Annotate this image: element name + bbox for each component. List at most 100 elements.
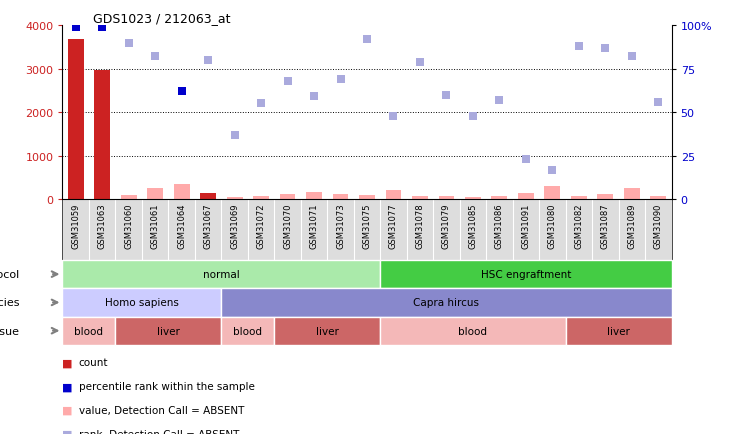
Text: GSM31085: GSM31085 <box>468 203 477 248</box>
Point <box>255 101 267 108</box>
Bar <box>465 197 481 200</box>
Text: GSM31082: GSM31082 <box>575 203 584 248</box>
Text: GSM31079: GSM31079 <box>442 203 451 248</box>
Text: GSM31077: GSM31077 <box>389 203 398 248</box>
Text: GSM31086: GSM31086 <box>495 203 504 248</box>
Text: GSM31089: GSM31089 <box>628 203 636 248</box>
Bar <box>380 260 672 289</box>
Point <box>123 40 134 47</box>
Bar <box>174 184 189 200</box>
Bar <box>115 317 222 345</box>
Text: blood: blood <box>74 326 103 336</box>
Point <box>361 36 373 43</box>
Bar <box>222 317 275 345</box>
Point <box>520 156 532 163</box>
Point <box>573 43 585 50</box>
Text: GSM31073: GSM31073 <box>336 203 345 248</box>
Bar <box>359 196 375 200</box>
Text: GSM31087: GSM31087 <box>601 203 610 248</box>
Bar <box>518 194 534 200</box>
Text: value, Detection Call = ABSENT: value, Detection Call = ABSENT <box>79 405 244 415</box>
Text: species: species <box>0 298 20 308</box>
Text: GSM31061: GSM31061 <box>150 203 159 248</box>
Text: tissue: tissue <box>0 326 20 336</box>
Point <box>149 54 161 61</box>
Point <box>653 99 664 106</box>
Text: GSM31078: GSM31078 <box>415 203 424 248</box>
Bar <box>306 193 322 200</box>
Point <box>388 113 399 120</box>
Text: GSM31064: GSM31064 <box>177 203 186 248</box>
Text: ■: ■ <box>62 381 73 391</box>
Point <box>440 92 452 99</box>
Point <box>202 57 214 64</box>
Text: blood: blood <box>233 326 262 336</box>
Text: GSM31091: GSM31091 <box>521 203 531 248</box>
Text: rank, Detection Call = ABSENT: rank, Detection Call = ABSENT <box>79 429 239 434</box>
Bar <box>253 196 269 200</box>
Point <box>229 132 241 139</box>
Bar <box>650 196 666 200</box>
Point <box>335 76 346 83</box>
Text: GSM31067: GSM31067 <box>203 203 213 248</box>
Text: Capra hircus: Capra hircus <box>413 298 479 308</box>
Point <box>493 97 505 104</box>
Bar <box>412 196 428 200</box>
Bar <box>94 71 110 200</box>
Bar <box>333 195 349 200</box>
Text: GSM31080: GSM31080 <box>548 203 557 248</box>
Bar <box>275 317 380 345</box>
Point <box>175 89 187 95</box>
Text: normal: normal <box>203 270 240 279</box>
Text: count: count <box>79 358 108 367</box>
Bar <box>147 189 163 200</box>
Text: Homo sapiens: Homo sapiens <box>105 298 179 308</box>
Text: HSC engraftment: HSC engraftment <box>481 270 571 279</box>
Bar <box>545 186 560 200</box>
Point <box>467 113 479 120</box>
Bar <box>200 194 216 200</box>
Text: GSM31070: GSM31070 <box>283 203 292 248</box>
Bar <box>566 317 672 345</box>
Bar <box>120 195 137 200</box>
Text: liver: liver <box>316 326 338 336</box>
Text: GSM31063: GSM31063 <box>98 203 106 248</box>
Bar <box>385 190 401 200</box>
Text: ■: ■ <box>62 358 73 367</box>
Bar <box>492 197 507 200</box>
Point <box>626 54 638 61</box>
Text: ■: ■ <box>62 429 73 434</box>
Bar <box>380 317 566 345</box>
Bar <box>222 289 672 317</box>
Point <box>414 59 426 66</box>
Text: protocol: protocol <box>0 270 20 279</box>
Bar <box>227 197 242 200</box>
Point <box>96 24 108 31</box>
Text: ■: ■ <box>62 405 73 415</box>
Text: liver: liver <box>157 326 180 336</box>
Point <box>70 24 81 31</box>
Text: liver: liver <box>607 326 630 336</box>
Bar <box>280 194 296 200</box>
Text: GSM31090: GSM31090 <box>654 203 663 248</box>
Text: GDS1023 / 212063_at: GDS1023 / 212063_at <box>92 12 230 25</box>
Bar <box>62 317 115 345</box>
Text: percentile rank within the sample: percentile rank within the sample <box>79 381 255 391</box>
Bar <box>597 195 614 200</box>
Bar <box>62 289 222 317</box>
Text: GSM31069: GSM31069 <box>230 203 239 248</box>
Text: GSM31075: GSM31075 <box>363 203 371 248</box>
Bar <box>438 197 454 200</box>
Bar <box>624 189 640 200</box>
Point <box>600 45 611 52</box>
Bar <box>62 260 380 289</box>
Point <box>282 78 294 85</box>
Text: blood: blood <box>459 326 487 336</box>
Text: GSM31071: GSM31071 <box>310 203 319 248</box>
Text: GSM31060: GSM31060 <box>124 203 133 248</box>
Point <box>308 94 320 101</box>
Bar <box>68 40 84 200</box>
Point <box>547 167 559 174</box>
Bar <box>571 197 587 200</box>
Text: GSM31072: GSM31072 <box>257 203 266 248</box>
